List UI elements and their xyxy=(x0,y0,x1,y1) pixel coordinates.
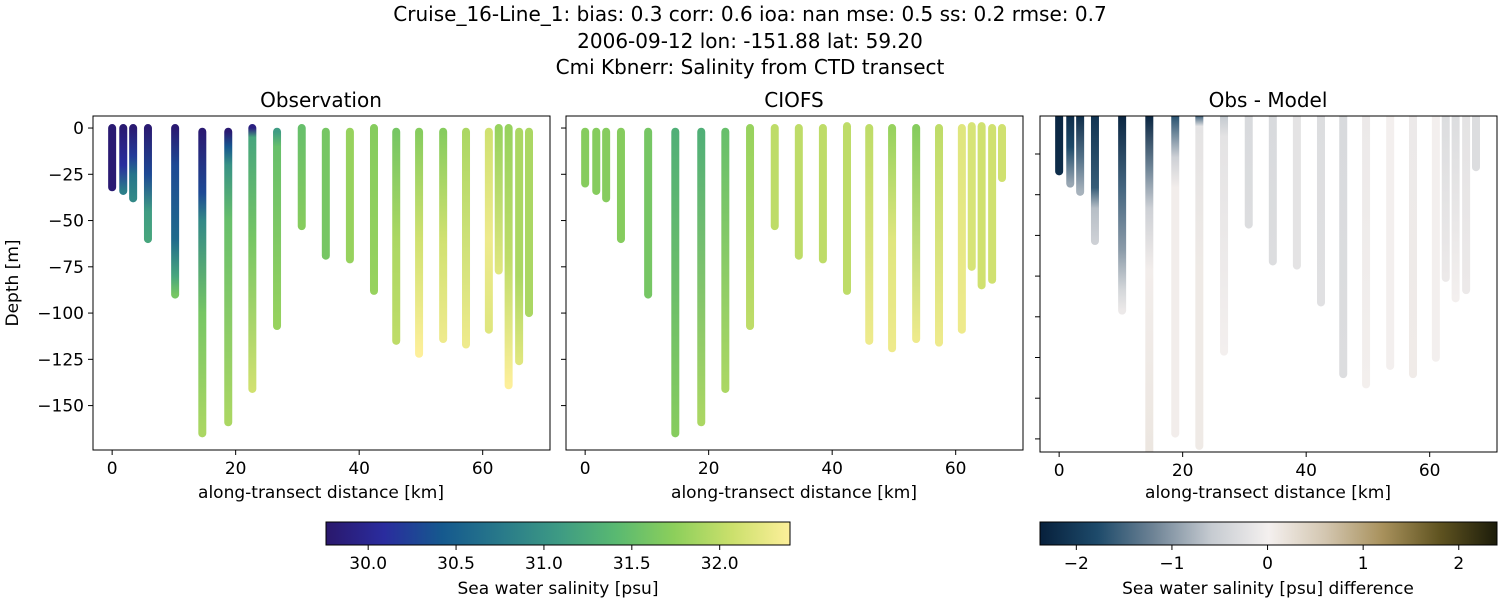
panel-title-ciofs: CIOFS xyxy=(764,88,823,112)
x-tick-label: 0 xyxy=(107,459,118,479)
x-tick-label: 0 xyxy=(580,459,591,479)
x-tick-label: 0 xyxy=(1054,461,1065,481)
colorbar-tick-label: −1 xyxy=(1159,554,1184,574)
y-tick-label: −125 xyxy=(37,350,84,370)
colorbar-tick-label: 0 xyxy=(1262,554,1273,574)
panel-title-diff: Obs - Model xyxy=(1209,88,1328,112)
colorbar-tick-label: 30.0 xyxy=(349,554,387,574)
x-axis-label-diff: along-transect distance [km] xyxy=(1145,483,1391,503)
x-tick-label: 60 xyxy=(472,459,494,479)
colorbar-tick-label: 32.0 xyxy=(701,554,739,574)
colorbar-difference xyxy=(1039,521,1498,546)
colorbar-tick-label: 30.5 xyxy=(437,554,475,574)
panel-observation: 0 20 40 60 0 −25 −50 −75 −100 −125 −150 xyxy=(37,115,551,479)
x-tick-label: 40 xyxy=(1295,461,1317,481)
figure-title-line-1: Cruise_16-Line_1: bias: 0.3 corr: 0.6 io… xyxy=(393,2,1107,26)
y-tick-label: −150 xyxy=(37,397,84,417)
colorbar-tick-label: 2 xyxy=(1453,554,1464,574)
panel-title-observation: Observation xyxy=(260,88,382,112)
x-tick-label: 20 xyxy=(225,459,247,479)
colorbar-salinity xyxy=(325,521,791,546)
panel-diff: 0 20 40 60 xyxy=(1035,115,1498,481)
colorbar-tick-label: 1 xyxy=(1358,554,1369,574)
y-tick-label: −25 xyxy=(48,165,84,185)
figure-title-line-2: 2006-09-12 lon: -151.88 lat: 59.20 xyxy=(577,29,923,53)
x-tick-label: 40 xyxy=(348,459,370,479)
colorbar-label-difference: Sea water salinity [psu] difference xyxy=(1122,579,1414,599)
x-tick-label: 60 xyxy=(945,459,967,479)
x-tick-label: 60 xyxy=(1419,461,1441,481)
x-tick-label: 40 xyxy=(821,459,843,479)
y-tick-label: −75 xyxy=(48,258,84,278)
panel-ciofs: 0 20 40 60 xyxy=(561,115,1024,479)
x-axis-label-ciofs: along-transect distance [km] xyxy=(671,483,917,503)
colorbar-tick-label: −2 xyxy=(1064,554,1089,574)
x-tick-label: 20 xyxy=(698,459,720,479)
y-tick-label: 0 xyxy=(73,119,84,139)
axes-frame xyxy=(92,115,551,451)
axes-frame xyxy=(565,115,1024,451)
axes-frame xyxy=(1039,115,1498,453)
colorbar-label-salinity: Sea water salinity [psu] xyxy=(458,579,659,599)
colorbar-tick-label: 31.5 xyxy=(613,554,651,574)
x-tick-label: 20 xyxy=(1172,461,1194,481)
x-axis-label-observation: along-transect distance [km] xyxy=(198,483,444,503)
colorbar-tick-label: 31.0 xyxy=(525,554,563,574)
y-axis-label: Depth [m] xyxy=(3,239,23,326)
y-tick-label: −50 xyxy=(48,212,84,232)
y-tick-label: −100 xyxy=(37,304,84,324)
figure-title-line-3: Cmi Kbnerr: Salinity from CTD transect xyxy=(555,55,945,79)
